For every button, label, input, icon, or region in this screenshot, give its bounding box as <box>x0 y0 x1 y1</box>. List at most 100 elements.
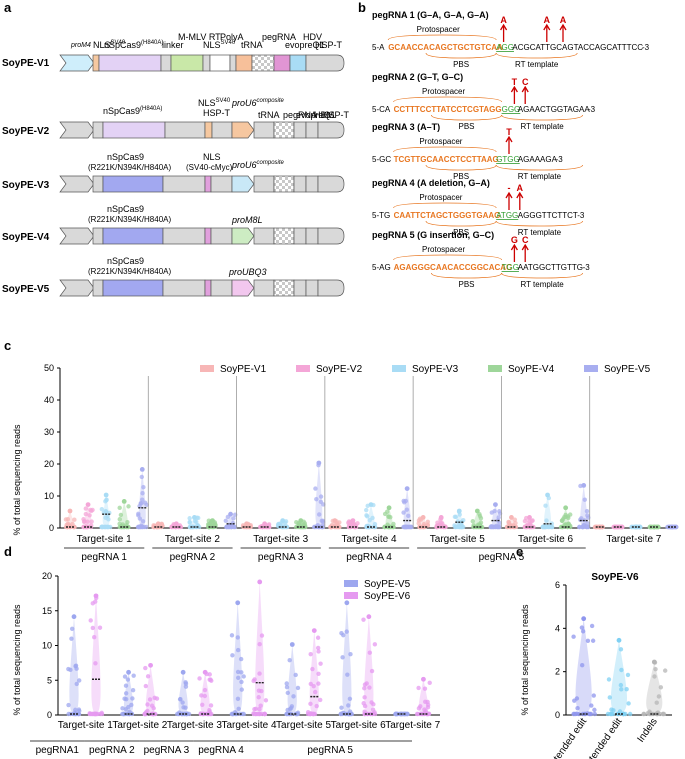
data-point <box>647 709 652 714</box>
pbs-label: PBS <box>453 172 469 181</box>
group-label: pegRNA 1 <box>81 552 127 563</box>
x-tick-label: Intended edit <box>547 716 589 759</box>
data-point <box>209 711 214 717</box>
violin-body <box>287 644 297 714</box>
seq-pam: ATGG <box>496 211 518 220</box>
data-point <box>382 524 388 530</box>
data-point <box>626 701 631 706</box>
data-point-max <box>244 521 249 527</box>
edit-arrowhead <box>505 191 513 199</box>
legend-label: SoyPE-V4 <box>508 364 555 375</box>
x-tick-label: Target-site 2 <box>112 720 167 731</box>
data-point <box>568 512 573 517</box>
data-point <box>118 512 124 518</box>
data-point <box>370 515 375 521</box>
data-point <box>99 524 105 530</box>
data-point <box>66 711 71 717</box>
data-point <box>229 633 235 638</box>
data-point <box>77 678 82 683</box>
edit-arrowhead <box>516 191 524 199</box>
label-nls: NLSSV40 <box>198 98 231 108</box>
data-point <box>235 696 241 702</box>
data-point <box>230 711 236 717</box>
data-point <box>83 506 89 511</box>
data-point <box>207 707 212 713</box>
data-point <box>404 507 410 512</box>
protospacer-label: Protospacer <box>419 193 462 202</box>
data-point <box>578 517 583 523</box>
data-point <box>183 684 189 689</box>
x-tick-label: Target-site 6 <box>331 720 386 731</box>
pegrna-title: pegRNA 3 (A–T) <box>372 122 440 132</box>
data-point <box>625 672 631 678</box>
data-point <box>239 670 244 675</box>
data-point <box>154 696 160 701</box>
y-axis-label-e: % of total sequencing reads <box>520 604 530 716</box>
data-point <box>187 516 192 521</box>
data-point <box>312 711 318 717</box>
data-point <box>566 515 571 521</box>
y-tick-label: 10 <box>42 641 52 651</box>
data-point <box>176 711 182 717</box>
data-point <box>618 647 624 652</box>
data-point <box>496 515 501 520</box>
data-point <box>461 518 466 523</box>
x-tick-label: Target-site 1 <box>58 720 113 731</box>
data-point <box>656 694 662 699</box>
pegrna-entry: pegRNA 5 (G insertion, G–C) 5-AG AGAGGGCAA… <box>372 230 590 289</box>
data-point <box>579 663 585 668</box>
data-point <box>123 691 129 696</box>
y-tick-label: 0 <box>49 523 54 533</box>
data-point <box>653 666 658 672</box>
edit-arrowhead <box>543 23 551 31</box>
edit-mark: A <box>517 183 524 193</box>
data-point <box>546 524 551 530</box>
label-cas: nSpCas9 <box>107 152 144 162</box>
data-point <box>318 661 323 666</box>
data-point <box>266 522 272 527</box>
data-point <box>641 711 646 717</box>
legend-label: SoyPE-V1 <box>220 364 267 375</box>
violin-body <box>646 662 663 714</box>
data-point <box>308 701 313 706</box>
data-point <box>295 710 301 715</box>
data-point <box>257 706 262 712</box>
data-point <box>89 519 94 524</box>
data-point <box>315 645 321 651</box>
data-point <box>88 618 93 623</box>
panel-label-c: c <box>4 338 11 353</box>
seq-rest: AGAAAGA <box>518 155 558 164</box>
label-cas: nSpCas9 <box>107 204 144 214</box>
legend-label: SoyPE-V6 <box>364 591 411 602</box>
data-point <box>74 681 79 687</box>
label-cas-variant: (R221K/N394K/H840A) <box>88 163 171 172</box>
data-point-max <box>85 502 91 507</box>
data-point <box>151 706 156 711</box>
seq-5prime: 5-AG <box>372 263 391 272</box>
data-point <box>364 524 369 530</box>
seq-pam: TGG <box>502 263 519 272</box>
edit-arrowhead <box>521 85 529 93</box>
protospacer-brace <box>393 202 497 209</box>
data-point <box>140 497 145 502</box>
group-label: pegRNA 4 <box>346 552 392 563</box>
data-point <box>372 642 378 647</box>
edit-mark: T <box>506 127 512 137</box>
data-point <box>497 509 502 514</box>
data-point <box>254 711 260 717</box>
y-tick-label: 30 <box>44 427 54 437</box>
data-point <box>619 687 624 692</box>
data-point <box>393 711 398 717</box>
data-point <box>239 687 244 692</box>
data-point <box>65 516 71 522</box>
edit-mark: A <box>560 15 567 25</box>
label-pro: proU6composite <box>231 160 285 170</box>
data-point <box>92 635 97 640</box>
data-point <box>70 521 75 527</box>
data-point <box>69 636 74 641</box>
data-point <box>419 711 424 717</box>
data-point <box>584 508 590 514</box>
data-point <box>425 711 430 717</box>
data-point <box>143 683 149 689</box>
